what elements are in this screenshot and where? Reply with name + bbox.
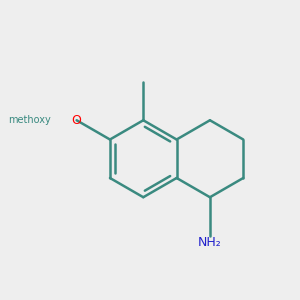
Text: NH₂: NH₂ <box>198 236 222 249</box>
Text: methoxy: methoxy <box>8 115 51 125</box>
Text: O: O <box>72 114 82 127</box>
